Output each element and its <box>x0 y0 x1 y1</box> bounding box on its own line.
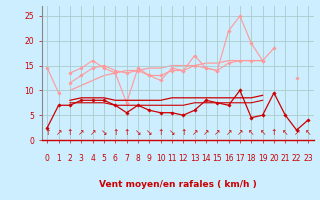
Text: ↗: ↗ <box>203 128 209 137</box>
Text: ↖: ↖ <box>305 128 311 137</box>
Text: ↑: ↑ <box>271 128 277 137</box>
Text: ↗: ↗ <box>55 128 62 137</box>
Text: ↗: ↗ <box>78 128 84 137</box>
Text: ↗: ↗ <box>214 128 220 137</box>
Text: ↗: ↗ <box>89 128 96 137</box>
Text: ↑: ↑ <box>112 128 118 137</box>
Text: ↘: ↘ <box>169 128 175 137</box>
Text: ↗: ↗ <box>191 128 198 137</box>
Text: ↑: ↑ <box>180 128 187 137</box>
Text: ↘: ↘ <box>101 128 107 137</box>
Text: ↑: ↑ <box>157 128 164 137</box>
Text: ↘: ↘ <box>135 128 141 137</box>
Text: ↗: ↗ <box>225 128 232 137</box>
Text: ↗: ↗ <box>293 128 300 137</box>
Text: ↑: ↑ <box>44 128 51 137</box>
Text: ↘: ↘ <box>146 128 152 137</box>
Text: ↗: ↗ <box>237 128 243 137</box>
Text: ↖: ↖ <box>282 128 288 137</box>
Text: ↑: ↑ <box>124 128 130 137</box>
Text: ↖: ↖ <box>248 128 254 137</box>
Text: ↖: ↖ <box>260 128 266 137</box>
Text: ↑: ↑ <box>67 128 73 137</box>
X-axis label: Vent moyen/en rafales ( km/h ): Vent moyen/en rafales ( km/h ) <box>99 180 256 189</box>
